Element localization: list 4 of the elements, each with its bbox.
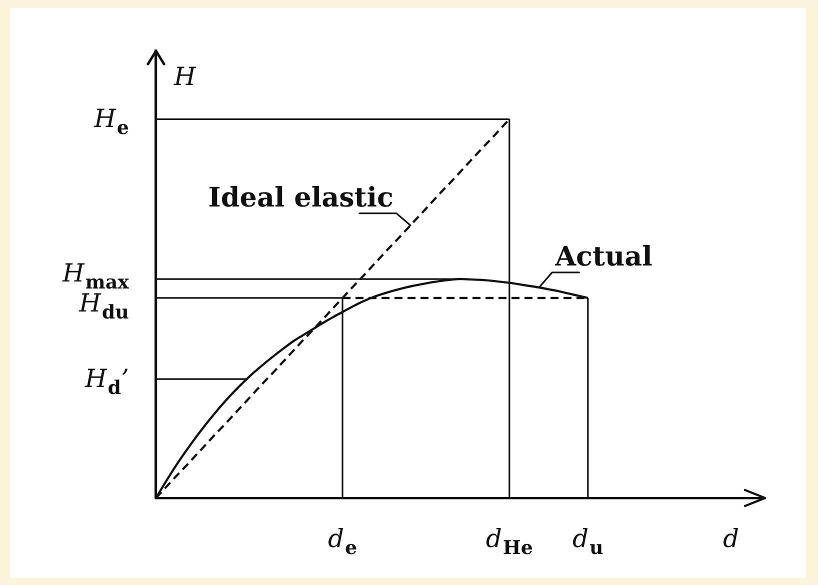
series-label: Ideal elastic <box>208 182 394 214</box>
y-axis-title: H <box>173 62 197 91</box>
x-axis-title: d <box>723 524 740 553</box>
series-label: Actual <box>554 241 652 272</box>
